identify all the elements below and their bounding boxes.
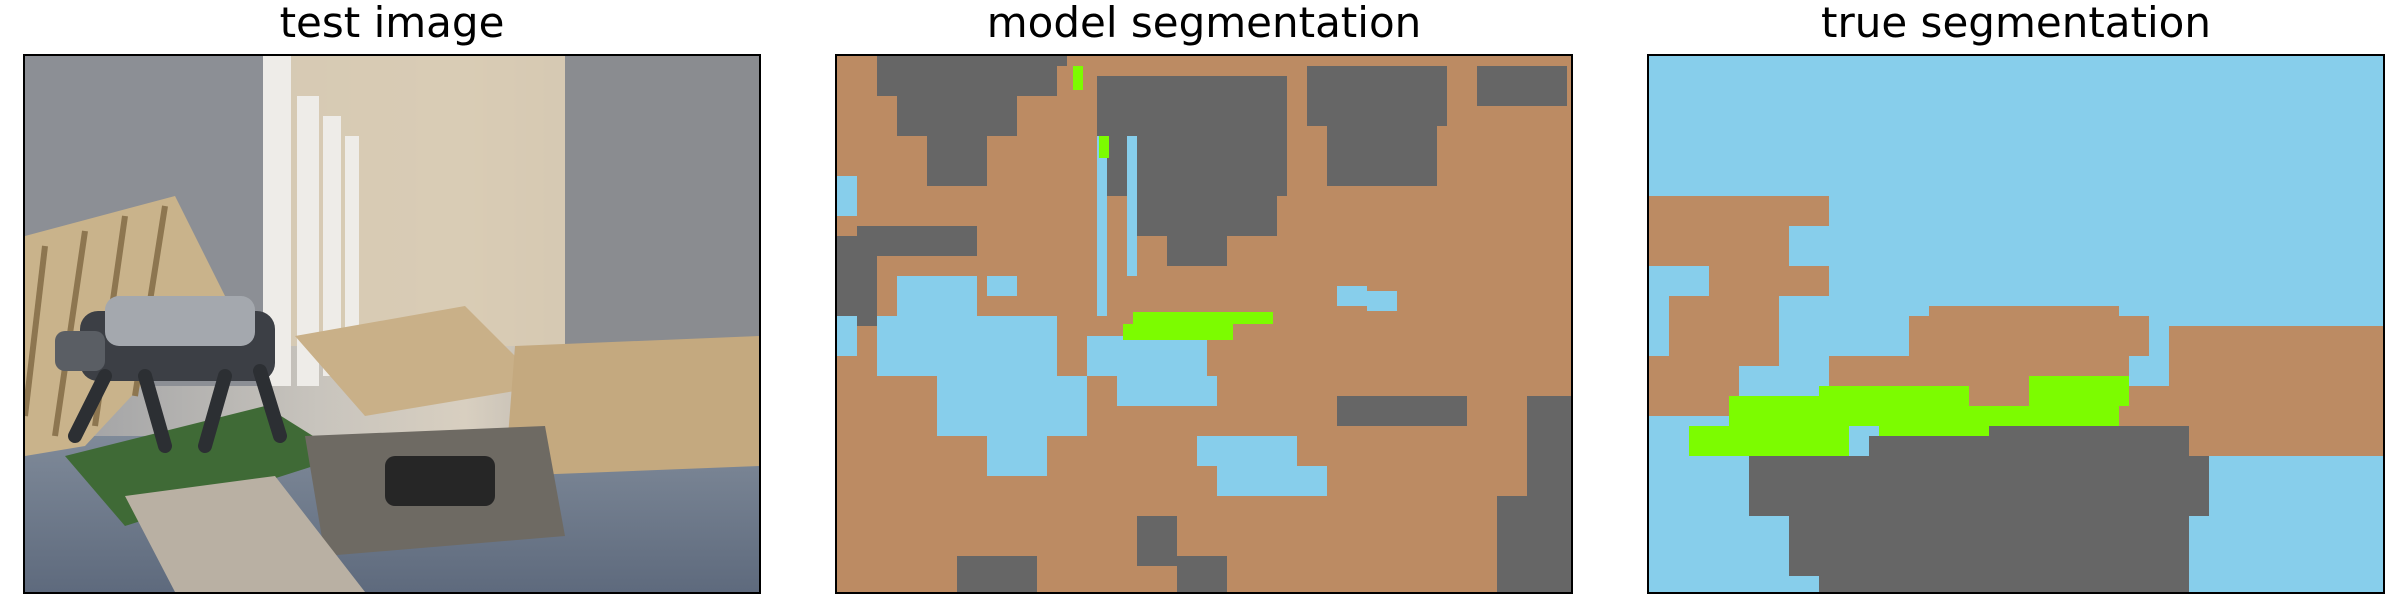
plywood-box <box>505 336 759 476</box>
obstacle-regions <box>837 56 1571 592</box>
panel-title-true-segmentation: true segmentation <box>1821 0 2211 47</box>
sky-regions <box>837 136 1397 496</box>
stone-slab <box>125 476 365 592</box>
true-segmentation-panel <box>1647 54 2385 594</box>
panel-title-test-image: test image <box>279 0 505 47</box>
panel-title-model-segmentation: model segmentation <box>986 0 1422 47</box>
wooden-ramp <box>295 306 545 416</box>
right-wall-panel <box>565 56 759 376</box>
test-image-panel <box>23 54 761 594</box>
model-segmentation-map <box>837 56 1571 592</box>
robot-dog <box>55 296 287 453</box>
grass-regions <box>1073 66 1273 340</box>
model-segmentation-panel <box>835 54 1573 594</box>
terrain-regions <box>1649 196 2383 456</box>
test-image <box>25 56 759 592</box>
true-segmentation-map <box>1649 56 2383 592</box>
obstacle-region <box>1749 426 2209 592</box>
black-tire <box>385 456 495 506</box>
